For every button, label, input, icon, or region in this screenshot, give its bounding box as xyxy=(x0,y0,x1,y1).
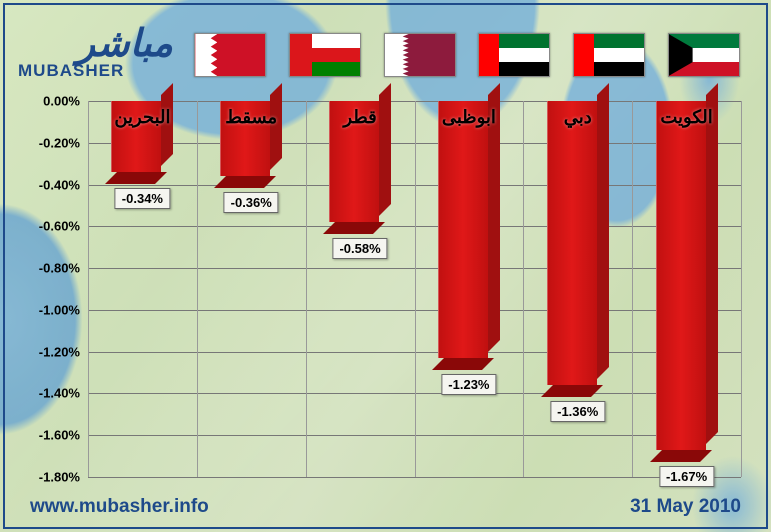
y-tick-label: -0.20% xyxy=(39,135,80,150)
bar-category-label: قطر xyxy=(343,107,376,128)
flag-bahrain xyxy=(194,33,266,77)
flag-kuwait xyxy=(668,33,740,77)
y-tick-label: -1.80% xyxy=(39,470,80,485)
bar-category-label: الكويت xyxy=(660,107,712,128)
flags-row xyxy=(173,31,751,77)
bar xyxy=(547,101,609,385)
y-tick-label: -0.40% xyxy=(39,177,80,192)
flag-uae-abudhabi xyxy=(478,33,550,77)
chart-plot-area: البحرين -0.34% مسقط -0.36% قطر -0.58% ابوظبى -1… xyxy=(88,101,741,477)
logo-arabic-text: مباشر xyxy=(18,27,173,61)
bar-value-label: -1.67% xyxy=(659,466,714,487)
bar-category-label: مسقط xyxy=(225,107,277,128)
footer-date: 31 May 2010 xyxy=(630,496,741,518)
bar-value-label: -1.36% xyxy=(550,401,605,422)
y-axis-labels: 0.00%-0.20%-0.40%-0.60%-0.80%-1.00%-1.20… xyxy=(18,101,84,477)
y-tick-label: 0.00% xyxy=(43,94,80,109)
bar xyxy=(438,101,500,358)
bar-slot: ابوظبى -1.23% xyxy=(414,101,523,477)
header-row: مباشر MUBASHER xyxy=(18,15,751,93)
y-tick-label: -1.00% xyxy=(39,302,80,317)
bar-slot: الكويت-1.67% xyxy=(632,101,741,477)
bar-value-label: -1.23% xyxy=(441,374,496,395)
bar-category-label: دبي xyxy=(564,107,592,128)
logo: مباشر MUBASHER xyxy=(18,27,173,81)
gridline-x xyxy=(741,101,742,477)
flag-qatar xyxy=(384,33,456,77)
bar-value-label: -0.34% xyxy=(115,188,170,209)
bar-category-label: البحرين xyxy=(114,107,170,128)
y-tick-label: -0.80% xyxy=(39,261,80,276)
flag-uae-dubai xyxy=(573,33,645,77)
y-tick-label: -0.60% xyxy=(39,219,80,234)
gridline-y xyxy=(88,477,741,478)
y-tick-label: -1.20% xyxy=(39,344,80,359)
bar-slot: مسقط -0.36% xyxy=(197,101,306,477)
footer: www.mubasher.info 31 May 2010 xyxy=(30,496,741,518)
content: مباشر MUBASHER 0.00% -0.20% -0.40% -0.60% -0… xyxy=(0,0,771,532)
bar xyxy=(656,101,718,450)
bar-value-label: -0.58% xyxy=(332,238,387,259)
bars-container: البحرين -0.34% مسقط -0.36% قطر -0.58% ابوظبى -1… xyxy=(88,101,741,477)
chart: 0.00%-0.20%-0.40%-0.60%-0.80%-1.00%-1.20… xyxy=(18,101,751,517)
footer-url: www.mubasher.info xyxy=(30,496,209,518)
bar-slot: دبي -1.36% xyxy=(523,101,632,477)
y-tick-label: -1.40% xyxy=(39,386,80,401)
y-tick-label: -1.60% xyxy=(39,428,80,443)
flag-oman xyxy=(289,33,361,77)
bar-value-label: -0.36% xyxy=(224,192,279,213)
bar-slot: قطر -0.58% xyxy=(306,101,415,477)
bar-slot: البحرين -0.34% xyxy=(88,101,197,477)
bar-category-label: ابوظبى xyxy=(442,107,496,128)
